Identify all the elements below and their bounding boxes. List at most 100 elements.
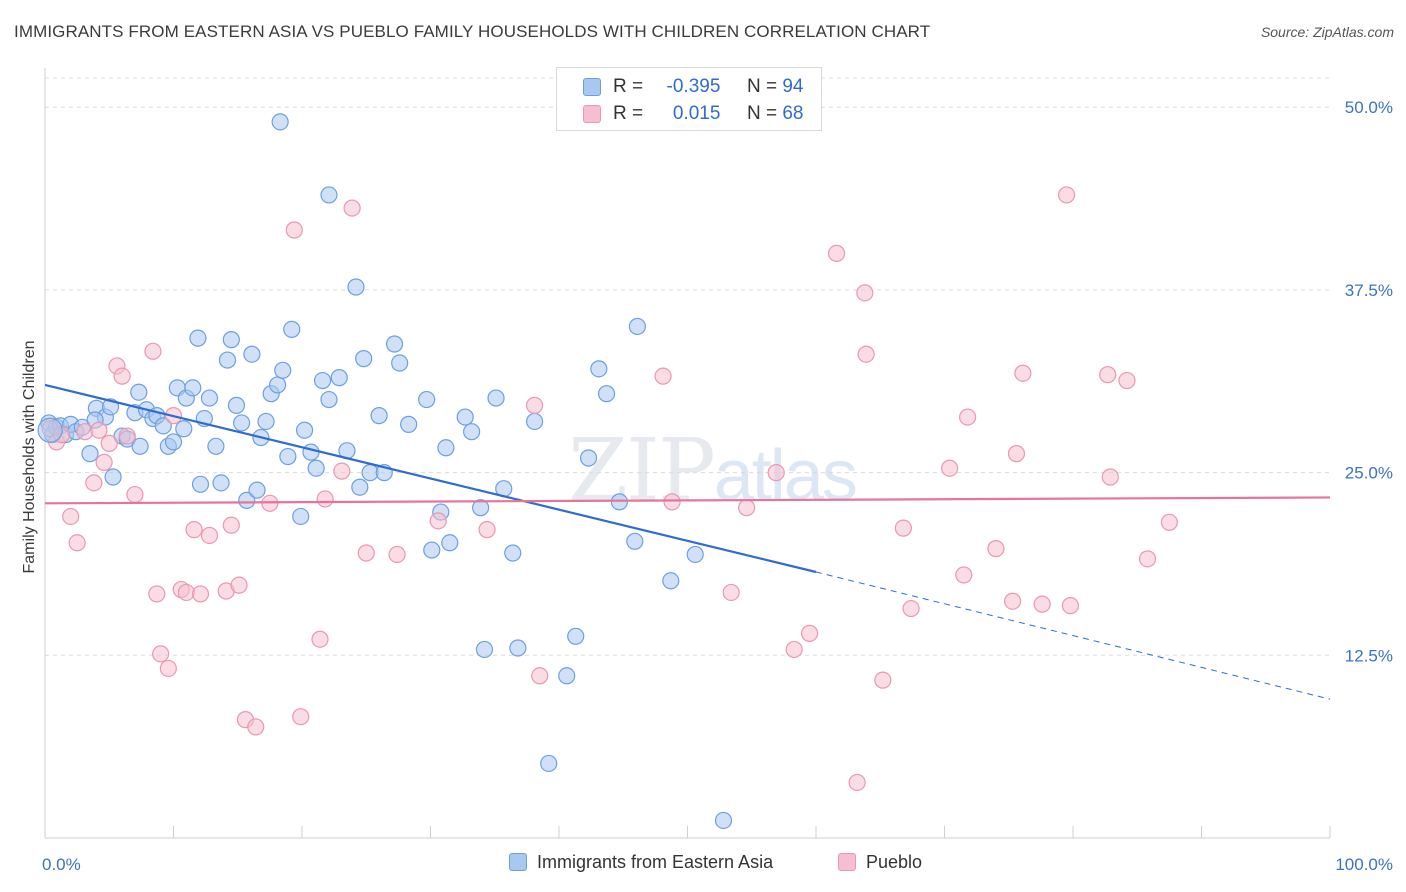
point-pueblo: [113, 367, 131, 385]
point-pueblo: [76, 423, 94, 441]
point-eastern-asia: [385, 335, 404, 353]
legend-item-pueblo[interactable]: Pueblo: [838, 852, 922, 873]
point-eastern-asia: [104, 468, 122, 486]
point-pueblo: [848, 773, 866, 792]
point-pueblo: [767, 464, 785, 482]
point-eastern-asia: [295, 421, 314, 439]
y-axis-label: Family Households with Children: [21, 341, 38, 574]
point-eastern-asia: [525, 412, 544, 431]
point-pueblo: [429, 512, 447, 530]
point-pueblo: [1061, 597, 1080, 615]
point-pueblo: [247, 718, 265, 736]
point-eastern-asia: [370, 407, 388, 425]
point-eastern-asia: [81, 445, 99, 463]
point-eastern-asia: [330, 369, 348, 387]
legend-item-eastern-asia[interactable]: Immigrants from Eastern Asia: [509, 852, 773, 873]
point-eastern-asia: [567, 627, 585, 645]
point-pueblo: [1118, 371, 1136, 390]
point-pueblo: [62, 507, 80, 526]
n-value: 68: [782, 103, 804, 124]
point-eastern-asia: [540, 754, 558, 773]
point-pueblo: [230, 576, 248, 594]
point-pueblo: [987, 540, 1005, 558]
point-eastern-asia: [418, 390, 436, 409]
point-pueblo: [941, 459, 959, 477]
point-eastern-asia: [307, 459, 325, 477]
point-pueblo: [85, 474, 103, 492]
point-eastern-asia: [347, 278, 365, 296]
point-pueblo: [1160, 513, 1178, 531]
point-pueblo: [1057, 186, 1076, 204]
point-pueblo: [144, 342, 162, 360]
point-eastern-asia: [164, 433, 183, 451]
point-pueblo: [388, 545, 406, 564]
point-eastern-asia: [351, 478, 369, 496]
point-pueblo: [200, 526, 219, 545]
point-eastern-asia: [191, 475, 210, 493]
point-pueblo: [738, 499, 756, 517]
point-eastern-asia: [257, 412, 275, 431]
point-pueblo: [827, 244, 846, 262]
point-pueblo: [955, 566, 973, 584]
point-pueblo: [1138, 550, 1157, 568]
x-tick-label-max: 100.0%: [1335, 855, 1393, 874]
point-pueblo: [902, 599, 920, 618]
watermark: ZIPatlas: [568, 421, 856, 521]
point-eastern-asia: [243, 345, 261, 363]
point-eastern-asia: [292, 507, 310, 526]
point-pueblo: [177, 583, 195, 602]
point-eastern-asia: [597, 385, 616, 403]
point-pueblo: [1101, 468, 1119, 486]
point-pueblo: [285, 221, 303, 239]
chart-title: IMMIGRANTS FROM EASTERN ASIA VS PUEBLO F…: [14, 22, 931, 41]
legend-swatch-pink: [838, 853, 856, 871]
point-pueblo: [126, 485, 144, 504]
point-pueblo: [357, 544, 375, 562]
point-eastern-asia: [302, 443, 320, 461]
grid-lines: [45, 77, 1330, 656]
y-tick-label: 50.0%: [1345, 98, 1393, 117]
point-eastern-asia: [233, 414, 251, 432]
point-eastern-asia: [714, 811, 733, 830]
point-eastern-asia: [222, 331, 240, 349]
legend-swatch-pink: [583, 105, 601, 123]
point-eastern-asia: [130, 383, 148, 401]
source-label: Source: ZipAtlas.com: [1260, 24, 1394, 40]
y-tick-label: 12.5%: [1345, 646, 1393, 665]
point-eastern-asia-cluster: [37, 417, 63, 443]
point-eastern-asia: [662, 572, 680, 590]
r-value: -0.395: [666, 76, 721, 97]
point-eastern-asia: [189, 329, 207, 347]
point-pueblo: [531, 667, 549, 685]
point-pueblo: [874, 671, 892, 689]
point-pueblo: [663, 493, 681, 511]
point-eastern-asia: [238, 491, 256, 509]
n-label: N =: [746, 76, 778, 97]
point-pueblo: [800, 624, 819, 642]
point-pueblo: [856, 284, 874, 302]
r-value: 0.015: [672, 103, 721, 124]
point-pueblo: [159, 659, 177, 678]
point-pueblo: [857, 345, 875, 363]
point-pueblo: [311, 630, 329, 648]
point-pueblo: [100, 434, 118, 452]
point-eastern-asia: [475, 640, 494, 659]
point-eastern-asia: [268, 376, 287, 394]
point-eastern-asia: [391, 354, 409, 372]
point-pueblo: [1099, 366, 1117, 384]
y-tick-label: 25.0%: [1345, 464, 1393, 483]
point-eastern-asia: [590, 360, 608, 378]
point-eastern-asia: [579, 449, 598, 467]
point-eastern-asia: [509, 639, 527, 657]
point-eastern-asia: [283, 320, 301, 338]
trend-lines: [44, 383, 1331, 700]
correlation-legend: R = -0.395 N = 94 R = 0.015 N = 68: [556, 67, 822, 131]
point-pueblo: [68, 534, 86, 552]
point-eastern-asia: [441, 534, 459, 552]
point-eastern-asia: [400, 415, 418, 433]
point-eastern-asia: [313, 371, 332, 390]
y-tick-label: 37.5%: [1345, 281, 1393, 300]
point-eastern-asia: [248, 481, 266, 499]
n-label: N =: [746, 103, 778, 124]
